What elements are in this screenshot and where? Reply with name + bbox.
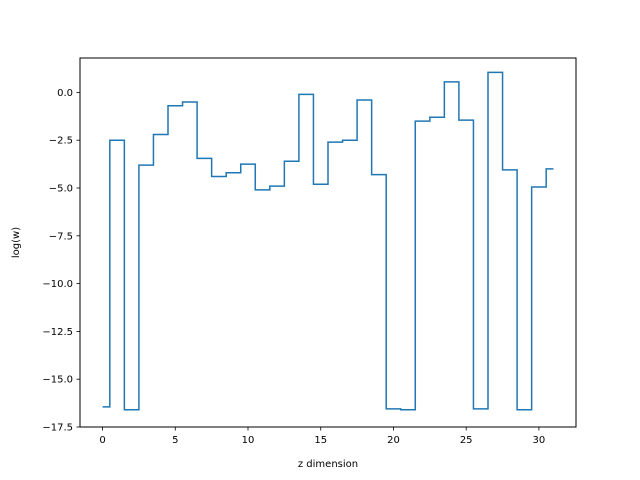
y-tick-label: −2.5: [49, 136, 73, 147]
x-tick-label: 0: [99, 435, 105, 446]
plot-area: [80, 58, 576, 427]
x-tick-label: 15: [314, 435, 327, 446]
x-ticks: 0 5 10 15 20 25 30: [99, 427, 545, 446]
x-tick-label: 5: [172, 435, 178, 446]
series-layer: [102, 71, 554, 411]
x-tick-label: 25: [460, 435, 473, 446]
y-tick-label: −7.5: [49, 231, 73, 242]
axes-frame: [79, 57, 577, 428]
x-axis-label: z dimension: [298, 459, 358, 470]
y-tick-label: 0.0: [57, 88, 73, 99]
y-tick-label: −10.0: [42, 279, 73, 290]
series-line: [102, 71, 554, 411]
y-ticks: −17.5 −15.0 −12.5 −10.0 −7.5 −5.0 −2.5 0.0: [42, 88, 80, 434]
x-tick-label: 10: [242, 435, 255, 446]
y-axis-label: log(w): [11, 227, 22, 258]
y-tick-label: −12.5: [42, 327, 73, 338]
y-tick-label: −17.5: [42, 423, 73, 434]
y-tick-label: −5.0: [49, 184, 73, 195]
x-tick-label: 30: [533, 435, 546, 446]
x-tick-label: 20: [387, 435, 400, 446]
y-tick-label: −15.0: [42, 375, 73, 386]
